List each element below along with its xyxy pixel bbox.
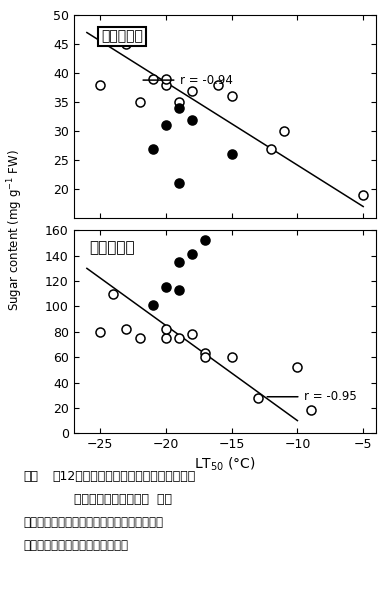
Text: Sugar content (mg g$^{-1}$ FW): Sugar content (mg g$^{-1}$ FW) bbox=[6, 149, 26, 311]
X-axis label: LT$_{50}$ (°C): LT$_{50}$ (°C) bbox=[194, 455, 256, 473]
Text: 図１: 図１ bbox=[23, 470, 38, 482]
Text: r = -0.95: r = -0.95 bbox=[304, 390, 357, 403]
Text: に蓄積される糖含量と  相関: に蓄積される糖含量と 相関 bbox=[74, 493, 172, 505]
Text: たコムギ品種の相関係数を表す。: たコムギ品種の相関係数を表す。 bbox=[23, 539, 128, 551]
Text: 12月のコムギ品種の耗凍性とクラウン: 12月のコムギ品種の耗凍性とクラウン bbox=[52, 470, 196, 482]
Text: r = -0.94: r = -0.94 bbox=[180, 73, 232, 87]
Text: 黒丸は耗雪性品種。相関は耗雪性品種を除い: 黒丸は耗雪性品種。相関は耗雪性品種を除い bbox=[23, 516, 163, 528]
Text: フルクタン: フルクタン bbox=[89, 241, 135, 256]
Text: 早・二粒類: 早・二粒類 bbox=[101, 29, 143, 44]
